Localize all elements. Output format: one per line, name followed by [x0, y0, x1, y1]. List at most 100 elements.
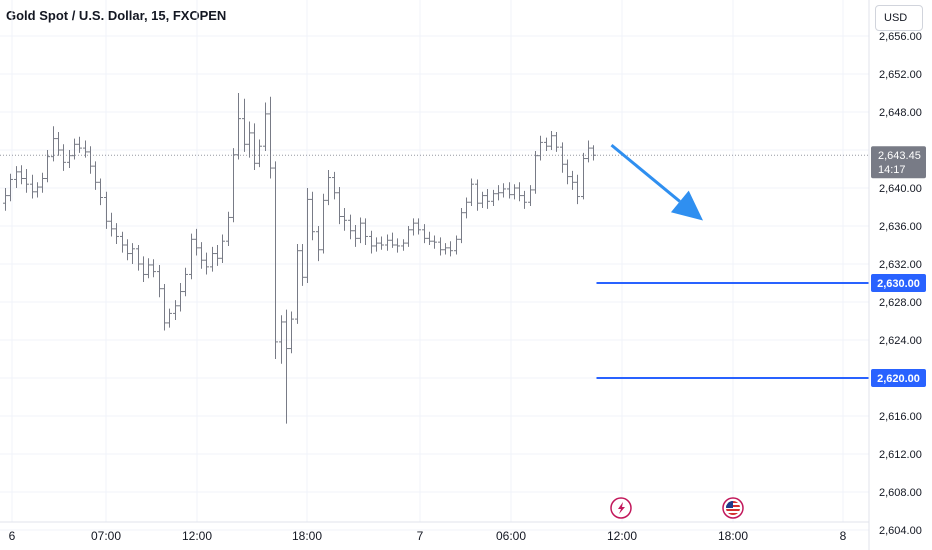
- ohlc-bar: [19, 165, 24, 185]
- ohlc-bar: [358, 217, 363, 244]
- y-tick-label: 2,648.00: [879, 107, 922, 119]
- event-markers: [610, 497, 744, 519]
- lightning-icon[interactable]: [610, 497, 632, 519]
- ohlc-bar: [570, 170, 575, 190]
- ohlc-bar: [464, 197, 469, 219]
- ohlc-bar: [125, 239, 130, 261]
- ohlc-bar: [348, 214, 353, 240]
- ohlc-bar: [560, 142, 565, 173]
- ohlc-bar: [363, 218, 368, 245]
- ohlc-bar: [114, 223, 119, 245]
- ohlc-bar: [104, 191, 109, 229]
- y-tick-label: 2,628.00: [879, 297, 922, 309]
- ohlc-bar: [93, 161, 98, 190]
- currency-button[interactable]: USD: [875, 5, 923, 31]
- price-levels: [596, 282, 869, 379]
- x-tick-label: 12:00: [182, 529, 212, 543]
- ohlc-bar: [485, 188, 490, 209]
- ohlc-bar: [406, 226, 411, 247]
- ohlc-bar: [61, 144, 66, 171]
- ohlc-bar: [507, 182, 512, 199]
- ohlc-bar: [512, 184, 517, 200]
- ohlc-bar: [390, 232, 395, 248]
- ohlc-bar: [268, 96, 273, 179]
- ohlc-bar: [98, 178, 103, 206]
- ohlc-bar: [342, 207, 347, 231]
- ohlc-bar: [575, 174, 580, 205]
- ohlc-bar: [321, 193, 326, 254]
- ohlc-bar: [35, 182, 40, 198]
- y-tick-label: 2,604.00: [879, 525, 922, 537]
- chart-title: Gold Spot / U.S. Dollar, 15, FXOPEN: [6, 8, 227, 23]
- ohlc-bar: [273, 161, 278, 359]
- ohlc-bar: [432, 235, 437, 249]
- ohlc-bar: [236, 93, 241, 160]
- ohlc-bar: [586, 140, 591, 163]
- ohlc-bar: [257, 139, 262, 168]
- ohlc-bar: [448, 241, 453, 257]
- ohlc-bar: [427, 231, 432, 245]
- ohlc-bar: [501, 183, 506, 198]
- ohlc-bar: [189, 233, 194, 280]
- ohlc-bar: [194, 228, 199, 256]
- ohlc-bar: [332, 171, 337, 200]
- ohlc-bar: [109, 212, 114, 237]
- ohlc-bar: [544, 137, 549, 151]
- arrow-shaft[interactable]: [610, 143, 681, 203]
- ohlc-bar: [374, 237, 379, 252]
- grid: [0, 0, 869, 531]
- ohlc-bar: [14, 166, 19, 188]
- ohlc-bar: [88, 146, 93, 174]
- ohlc-bar: [247, 121, 252, 158]
- price-level-label: 2,620.00: [877, 373, 920, 385]
- ohlc-bar: [289, 311, 294, 354]
- ohlc-bar: [422, 224, 427, 244]
- ohlc-bar: [411, 218, 416, 236]
- current-price-label: 2,643.45: [878, 150, 921, 162]
- countdown-label: 14:17: [878, 164, 906, 176]
- y-tick-label: 2,608.00: [879, 487, 922, 499]
- y-tick-label: 2,612.00: [879, 449, 922, 461]
- ohlc-bar: [204, 252, 209, 275]
- ohlc-bar: [242, 98, 247, 152]
- ohlc-bar: [300, 244, 305, 286]
- ohlc-bar: [56, 131, 61, 156]
- ohlc-bar: [77, 136, 82, 153]
- ohlc-bar: [136, 245, 141, 271]
- ohlc-bar: [210, 246, 215, 272]
- ohlc-bar: [157, 264, 162, 298]
- ohlc-bar: [326, 169, 331, 206]
- ohlc-bar: [284, 309, 289, 424]
- ohlc-bar: [151, 259, 156, 278]
- ohlc-bar: [395, 238, 400, 253]
- time-axis: 6 07:00 12:00 18:00 7 06:00 12:00 18:00 8: [9, 529, 847, 543]
- price-level-label: 2,630.00: [877, 278, 920, 290]
- price-axis: 2,656.002,652.002,648.002,644.002,640.00…: [879, 31, 922, 537]
- arrow-head[interactable]: [670, 190, 703, 221]
- ohlc-bar: [24, 169, 29, 193]
- ohlc-bar: [337, 187, 342, 225]
- ohlc-bar: [263, 102, 268, 151]
- ohlc-bar: [310, 191, 315, 241]
- ohlc-bar: [183, 267, 188, 297]
- ohlc-bar: [120, 231, 125, 253]
- ohlc-bar: [438, 237, 443, 256]
- ohlc-bar: [554, 131, 559, 152]
- ohlc-bar: [305, 188, 310, 283]
- current-price-label-bg: [871, 146, 926, 179]
- ohlc-bar: [231, 148, 236, 223]
- x-tick-label: 6: [9, 529, 16, 543]
- ohlc-bar: [469, 178, 474, 207]
- price-level-label-bg: [871, 369, 926, 387]
- ohlc-bar: [8, 173, 13, 202]
- ohlc-bar: [220, 234, 225, 264]
- x-tick-label: 07:00: [91, 529, 121, 543]
- x-tick-label: 8: [840, 529, 847, 543]
- ohlc-bar: [167, 308, 172, 328]
- us-flag-icon[interactable]: [722, 497, 744, 519]
- ohlc-bar: [379, 236, 384, 250]
- x-tick-label: 18:00: [292, 529, 322, 543]
- ohlc-bar: [67, 150, 72, 169]
- ohlc-bar: [279, 315, 284, 364]
